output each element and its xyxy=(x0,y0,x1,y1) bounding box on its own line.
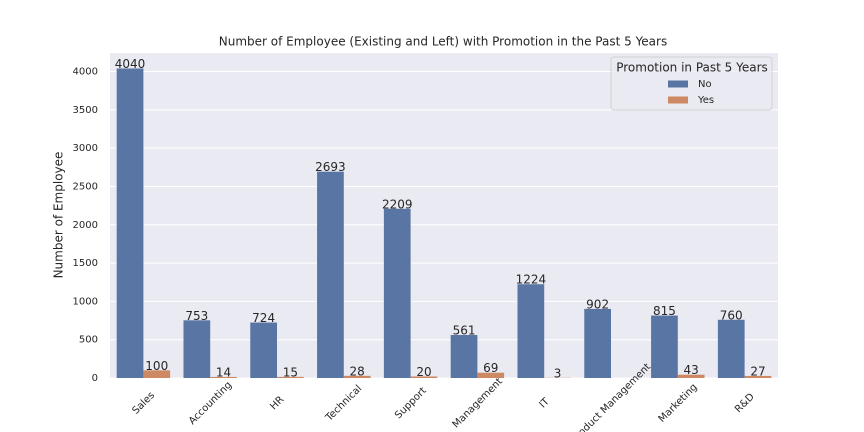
value-label: 28 xyxy=(350,364,365,378)
y-axis-label: Number of Employee xyxy=(52,152,66,279)
bar xyxy=(210,376,237,378)
bar xyxy=(343,375,371,378)
bar xyxy=(450,335,478,378)
chart-title: Number of Employee (Existing and Left) w… xyxy=(219,35,667,49)
value-label: 2209 xyxy=(382,197,413,211)
bar xyxy=(651,315,678,378)
bar xyxy=(317,171,344,378)
y-tick-label: 4000 xyxy=(73,67,98,78)
value-label: 3 xyxy=(554,366,562,380)
bar xyxy=(584,308,611,378)
x-tick-label: Sales xyxy=(130,390,157,417)
y-tick-label: 3000 xyxy=(73,143,98,154)
value-label: 724 xyxy=(252,311,275,325)
x-tick-label: Technical xyxy=(323,383,364,424)
x-tick-label: Marketing xyxy=(657,382,700,425)
bar xyxy=(677,374,705,378)
y-tick-label: 1500 xyxy=(73,258,98,269)
x-tick-label: Management xyxy=(451,376,505,430)
bar xyxy=(277,376,304,378)
legend-label: No xyxy=(698,79,712,90)
value-label: 14 xyxy=(216,365,231,379)
bar xyxy=(410,376,438,378)
legend-swatch xyxy=(668,96,688,104)
bar xyxy=(717,319,745,378)
value-label: 20 xyxy=(416,365,431,379)
x-tick-label: IT xyxy=(537,396,552,411)
value-label: 561 xyxy=(453,324,476,338)
y-tick-label: 500 xyxy=(79,335,98,346)
value-label: 15 xyxy=(283,365,298,379)
value-label: 753 xyxy=(185,309,208,323)
value-label: 902 xyxy=(586,297,609,311)
bar xyxy=(183,320,211,378)
marks xyxy=(116,68,772,378)
x-tick-label: HR xyxy=(268,394,286,412)
x-tick-label: Accounting xyxy=(187,380,234,427)
bar xyxy=(383,208,411,378)
y-tick-label: 2000 xyxy=(73,220,98,231)
bar xyxy=(250,322,277,378)
bar xyxy=(744,375,772,378)
bar xyxy=(116,68,144,378)
bar xyxy=(477,372,505,378)
legend-swatch xyxy=(668,80,688,88)
x-tick-label: R&D xyxy=(733,391,757,415)
value-label: 100 xyxy=(145,359,168,373)
legend-label: Yes xyxy=(697,95,714,106)
value-label: 4040 xyxy=(115,57,146,71)
x-tick-label: Support xyxy=(393,385,429,421)
value-label: 43 xyxy=(684,363,699,377)
legend: Promotion in Past 5 Years No Yes xyxy=(610,56,773,111)
value-label: 69 xyxy=(483,361,498,375)
value-label: 815 xyxy=(653,304,676,318)
value-label: 760 xyxy=(720,308,743,322)
value-label: 27 xyxy=(750,364,765,378)
legend-box xyxy=(610,56,773,111)
y-tick-label: 1000 xyxy=(73,296,98,307)
y-tick-label: 2500 xyxy=(73,181,98,192)
legend-title: Promotion in Past 5 Years xyxy=(616,61,768,75)
value-label: 2693 xyxy=(315,160,346,174)
value-label: 1224 xyxy=(516,273,547,287)
y-tick-label: 0 xyxy=(92,373,98,384)
y-tick-label: 3500 xyxy=(73,105,98,116)
bar xyxy=(143,370,171,378)
bar xyxy=(517,284,545,378)
